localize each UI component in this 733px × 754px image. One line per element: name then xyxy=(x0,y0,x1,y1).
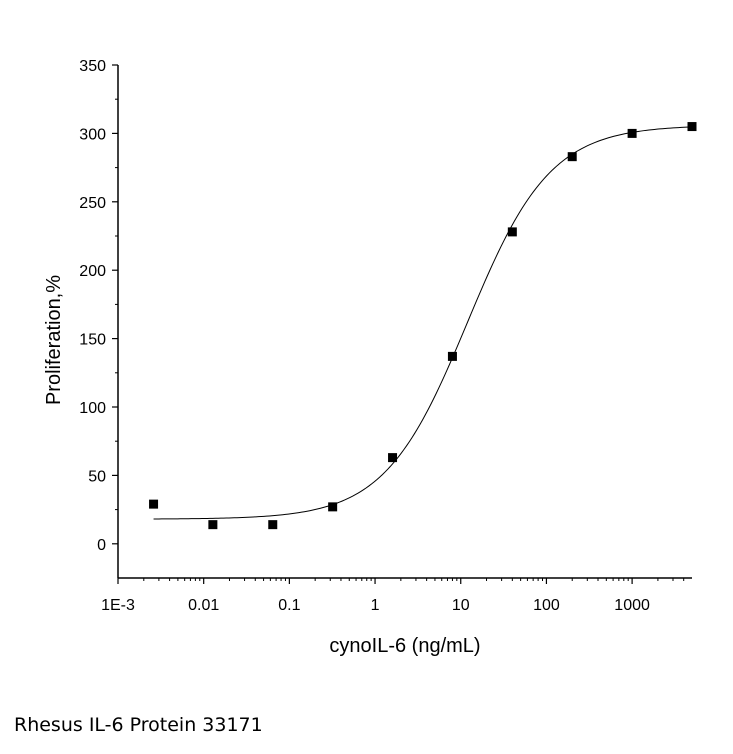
x-axis-ticks: 1E-3 0.01 0.1 1 10 100 1000 xyxy=(101,578,685,614)
data-point xyxy=(627,128,637,138)
data-point xyxy=(388,453,398,463)
x-tick-label: 10 xyxy=(452,597,470,614)
data-point xyxy=(567,152,577,162)
x-tick-label: 1000 xyxy=(614,597,650,614)
y-tick-label: 100 xyxy=(79,400,106,417)
x-tick-label: 0.01 xyxy=(188,597,219,614)
fit-curve xyxy=(153,126,693,520)
data-point xyxy=(328,502,338,512)
plot-area: 1E-3 0.01 0.1 1 10 100 1000 0 50 100 150 200 250 300… xyxy=(79,58,697,614)
data-point xyxy=(507,227,517,237)
y-tick-label: 200 xyxy=(79,263,106,280)
data-points xyxy=(149,122,697,530)
x-tick-label: 100 xyxy=(533,597,560,614)
y-axis-title: Proliferation,% xyxy=(43,275,65,405)
data-point xyxy=(687,122,697,132)
y-tick-label: 50 xyxy=(88,468,106,485)
data-point xyxy=(208,520,218,530)
data-point xyxy=(447,351,457,361)
y-tick-label: 350 xyxy=(79,58,106,75)
y-tick-label: 250 xyxy=(79,195,106,212)
x-tick-label: 1E-3 xyxy=(101,597,135,614)
data-point xyxy=(268,520,278,530)
y-tick-label: 0 xyxy=(97,537,106,554)
y-tick-label: 300 xyxy=(79,126,106,143)
y-tick-label: 150 xyxy=(79,332,106,349)
figure-caption: Rhesus IL-6 Protein 33171 xyxy=(14,714,263,736)
x-tick-label: 0.1 xyxy=(278,597,300,614)
y-axis-ticks: 0 50 100 150 200 250 300 350 xyxy=(79,58,118,554)
x-tick-label: 1 xyxy=(371,597,380,614)
data-point xyxy=(149,499,159,509)
x-axis-title: cynoIL-6 (ng/mL) xyxy=(329,635,480,657)
dose-response-chart: 1E-3 0.01 0.1 1 10 100 1000 0 50 100 150 200 250 300… xyxy=(43,58,697,657)
